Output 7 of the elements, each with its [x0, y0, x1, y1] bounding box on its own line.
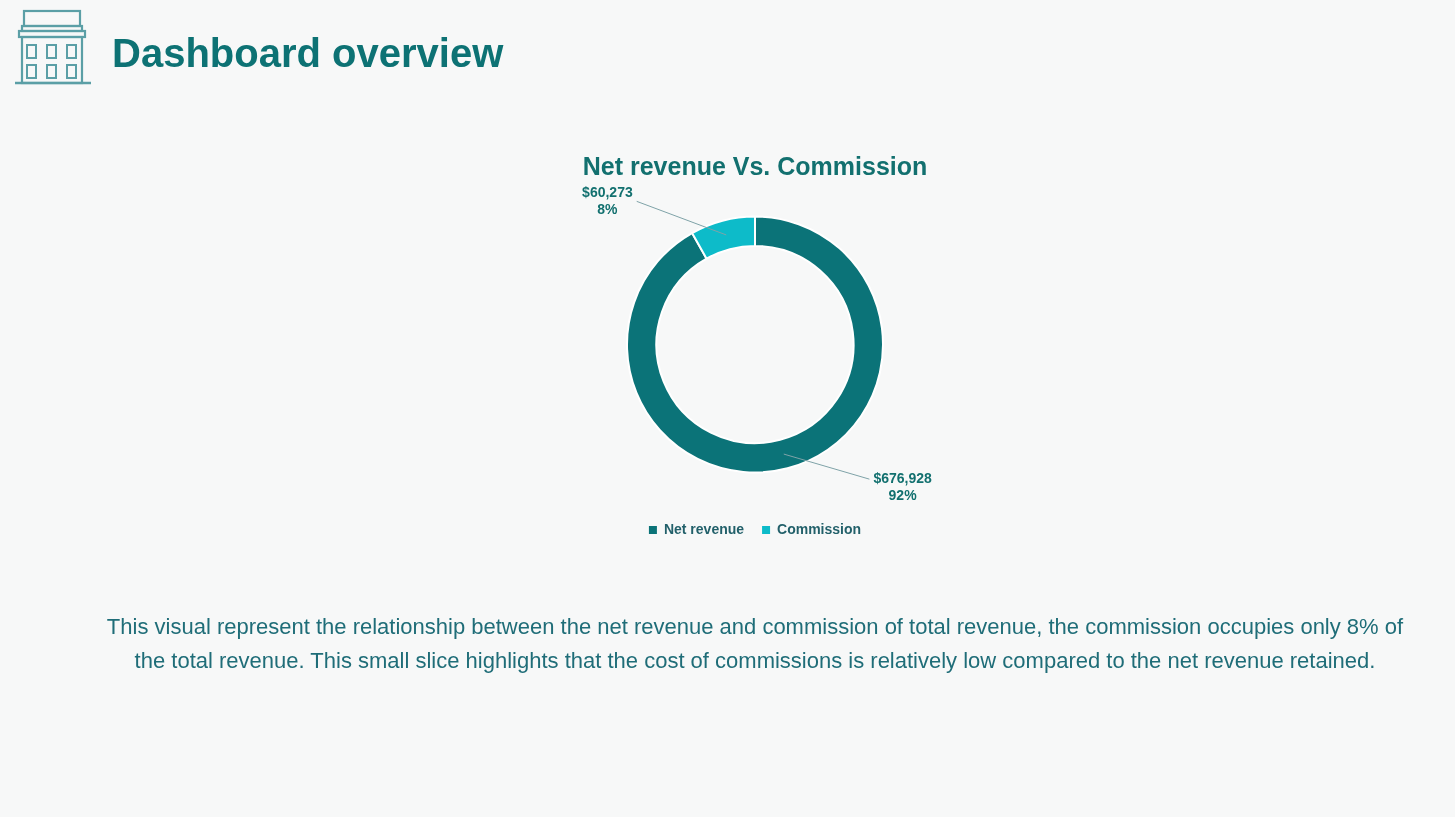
text: This visual represent the relationship between the net revenue and commission of total revenue, the commission occupies only 8% of the total revenue. This small slice highlights that the cost of commissions is relatively low compared to the net revenue retained.	[105, 613, 1405, 675]
chart-title: Dashboard overview	[112, 31, 504, 76]
legend-label: Net revenue	[663, 520, 745, 537]
chart-subtitle: Net revenue Vs. Commission	[582, 151, 928, 180]
data-label: $60,273 8%	[582, 183, 633, 217]
legend-label: Commission	[777, 520, 862, 537]
data-label: $676,928 92%	[873, 470, 932, 503]
